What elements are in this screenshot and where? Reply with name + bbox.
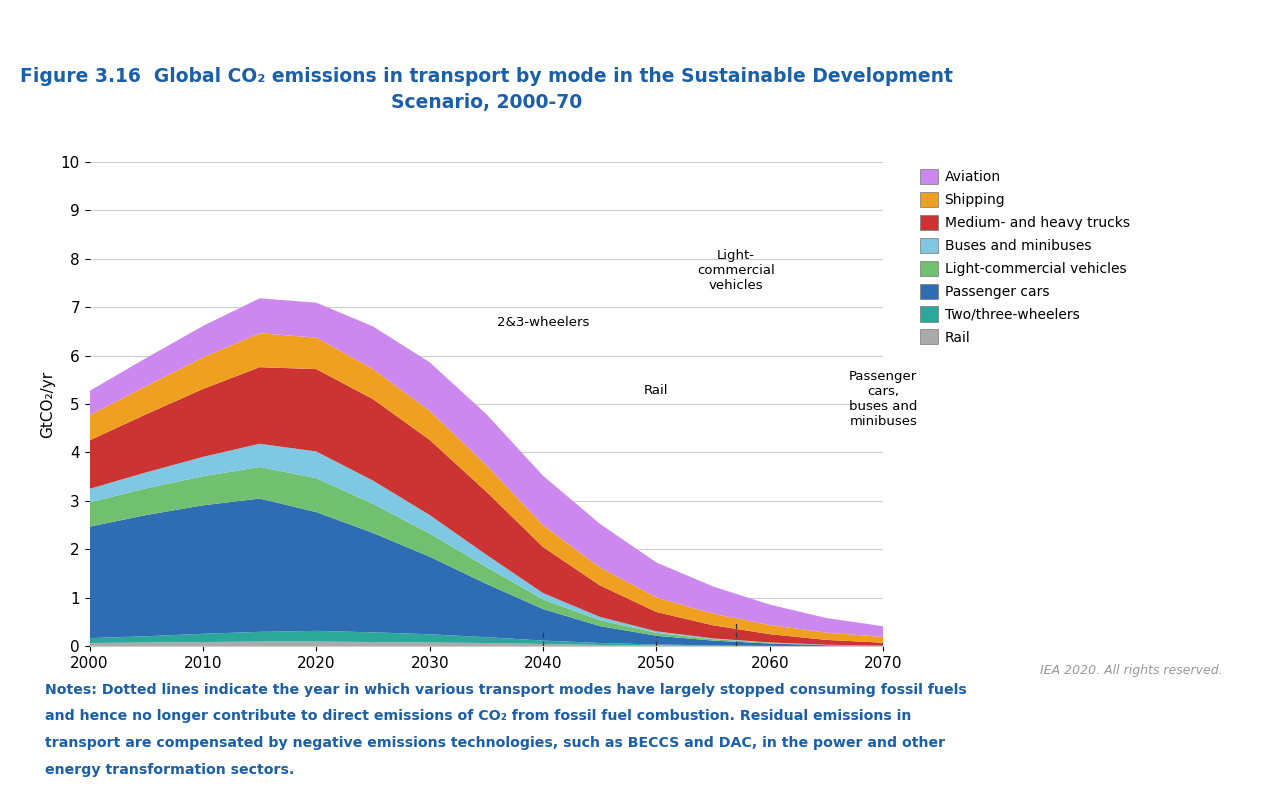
Y-axis label: GtCO₂/yr: GtCO₂/yr [40,370,55,438]
Text: Notes: Dotted lines indicate the year in which various transport modes have larg: Notes: Dotted lines indicate the year in… [45,683,966,696]
Text: Scenario, 2000-70: Scenario, 2000-70 [390,92,582,112]
Text: Passenger
cars,
buses and
minibuses: Passenger cars, buses and minibuses [849,370,918,428]
Text: Figure 3.16  Global CO₂ emissions in transport by mode in the Sustainable Develo: Figure 3.16 Global CO₂ emissions in tran… [20,67,952,86]
Text: transport are compensated by negative emissions technologies, such as BECCS and : transport are compensated by negative em… [45,736,945,750]
Text: 2&3-wheelers: 2&3-wheelers [497,316,589,329]
Text: and hence no longer contribute to direct emissions of CO₂ from fossil fuel combu: and hence no longer contribute to direct… [45,709,911,723]
Text: energy transformation sectors.: energy transformation sectors. [45,763,294,776]
Text: Rail: Rail [644,384,668,397]
Text: Light-
commercial
vehicles: Light- commercial vehicles [696,250,774,292]
Legend: Aviation, Shipping, Medium- and heavy trucks, Buses and minibuses, Light-commerc: Aviation, Shipping, Medium- and heavy tr… [914,164,1135,350]
Text: IEA 2020. All rights reserved.: IEA 2020. All rights reserved. [1039,664,1222,677]
